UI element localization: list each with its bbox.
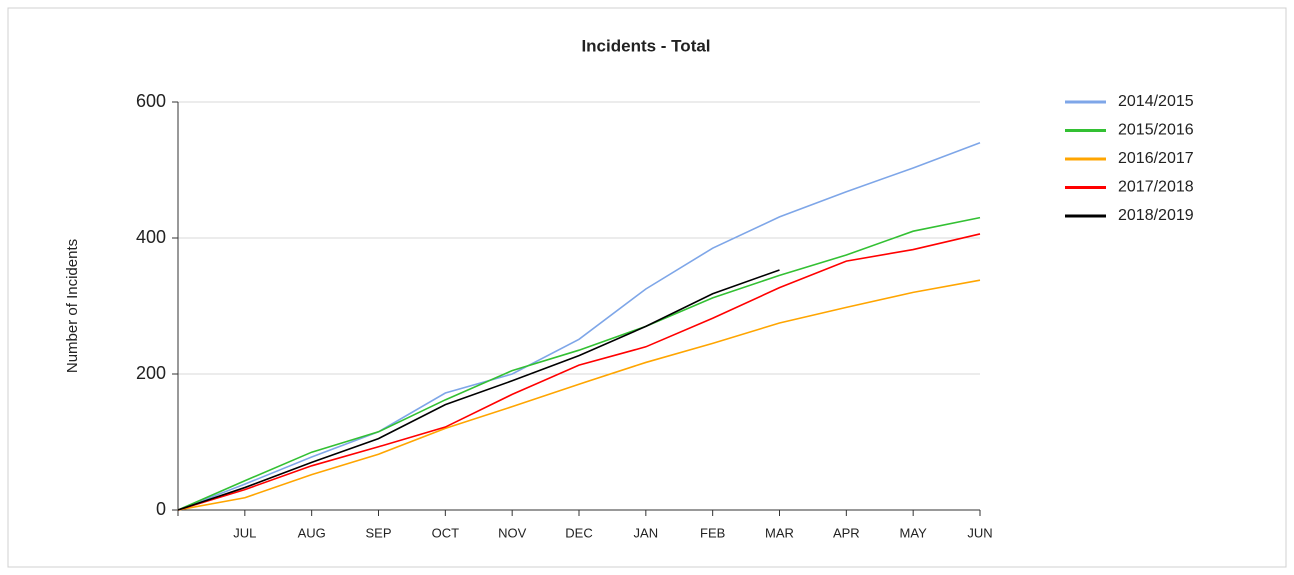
series-line (177, 142, 981, 511)
y-tick-label: 600 (136, 91, 166, 111)
legend-label: 2016/2017 (1118, 150, 1194, 167)
series-line (177, 216, 981, 511)
y-tick-label: 0 (156, 499, 166, 519)
x-tick-label: MAR (765, 525, 794, 540)
legend-label: 2014/2015 (1118, 93, 1194, 110)
x-tick-label: OCT (432, 525, 460, 540)
legend-label: 2018/2019 (1118, 207, 1194, 224)
y-tick-label: 400 (136, 227, 166, 247)
series-line (177, 233, 981, 511)
series-line (177, 279, 981, 511)
x-tick-label: AUG (298, 525, 326, 540)
x-tick-label: JUL (233, 525, 256, 540)
x-tick-label: DEC (565, 525, 592, 540)
x-tick-label: SEP (365, 525, 391, 540)
y-axis-label: Number of Incidents (64, 239, 81, 373)
chart-title: Incidents - Total (581, 36, 710, 55)
x-tick-label: MAY (900, 525, 928, 540)
y-tick-label: 200 (136, 363, 166, 383)
x-tick-label: NOV (498, 525, 527, 540)
x-tick-label: JAN (634, 525, 659, 540)
series-line (177, 269, 780, 511)
x-tick-label: APR (833, 525, 860, 540)
legend-label: 2017/2018 (1118, 179, 1194, 196)
legend-label: 2015/2016 (1118, 122, 1194, 139)
x-tick-label: JUN (967, 525, 992, 540)
x-tick-label: FEB (700, 525, 725, 540)
